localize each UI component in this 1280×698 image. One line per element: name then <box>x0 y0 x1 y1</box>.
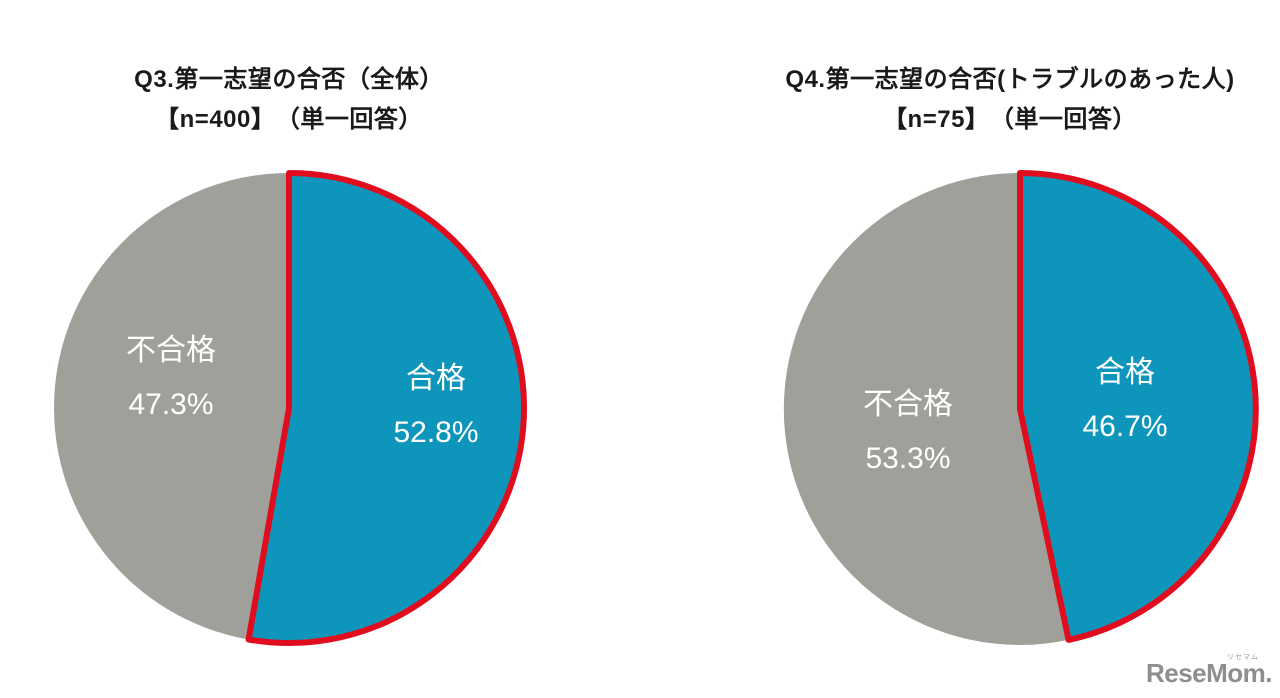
chart-title-q3: Q3.第一志望の合否（全体） 【n=400】 （単一回答） <box>29 60 549 140</box>
q4-pass-value: 46.7% <box>1082 410 1167 443</box>
chart-title-q4-line1: Q4.第一志望の合否(トラブルのあった人) <box>785 66 1235 93</box>
chart-title-q3-line2: 【n=400】 （単一回答） <box>155 106 423 133</box>
chart-title-q3-line1: Q3.第一志望の合否（全体） <box>134 66 444 93</box>
resemom-logo: リセマム ReseMom. <box>1145 654 1273 692</box>
q3-pie-slice-fail <box>54 173 290 640</box>
resemom-logo-ruby: リセマム <box>1227 654 1259 661</box>
q3-fail-value: 47.3% <box>128 388 213 421</box>
resemom-logo-text: ReseMom. <box>1145 658 1273 688</box>
q3-pass-label: 合格 <box>406 362 466 395</box>
q3-pie-slice-pass <box>245 170 528 646</box>
q4-pass-label: 合格 <box>1095 356 1155 389</box>
q4-pie-slice-pass <box>1017 170 1259 643</box>
q3-fail-label: 不合格 <box>126 334 216 367</box>
q4-pie-slice-fail <box>783 172 1069 645</box>
chart-title-q4: Q4.第一志望の合否(トラブルのあった人) 【n=75】 （単一回答） <box>750 60 1270 140</box>
chart-title-q4-line2: 【n=75】 （単一回答） <box>883 106 1137 133</box>
q3-pass-value: 52.8% <box>393 416 478 449</box>
q4-fail-value: 53.3% <box>865 442 950 475</box>
q4-fail-label: 不合格 <box>863 388 953 421</box>
